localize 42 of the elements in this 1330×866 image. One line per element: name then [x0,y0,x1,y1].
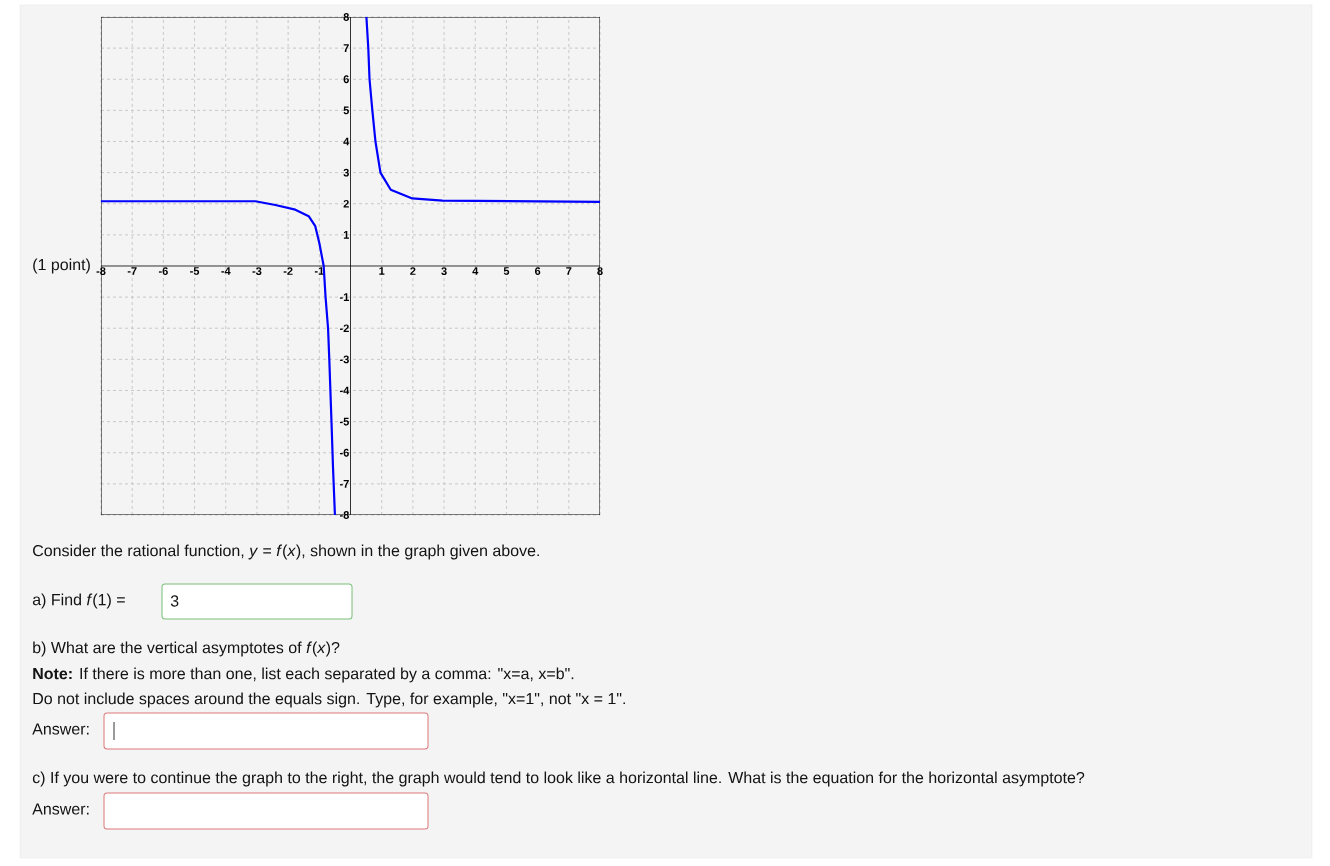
x-tick-label: -6 [158,267,168,275]
x-tick-label: -4 [221,267,231,275]
text: Answer: [32,723,89,735]
text: Answer: [32,803,89,815]
y-tick-label: -1 [339,293,349,301]
x-tick-label: -8 [96,267,106,275]
y-tick-label: -4 [339,386,350,395]
text: 3 [170,595,179,607]
y-tick-label: 3 [343,168,349,177]
text: Do not include spaces around the equals sign. Type, for example, "x=1", not "x = 1". [33,692,625,708]
x-tick-label: 2 [410,267,416,275]
y-tick-label: 1 [343,231,349,239]
x-tick-label: 7 [566,267,572,275]
x-tick-label: -5 [190,267,200,275]
y-tick-label: 2 [343,199,349,208]
y-tick-label: -7 [339,480,349,488]
text: Consider the rational function, y = f(x), shown in the graph given above. [33,544,539,560]
x-tick-label: -3 [252,267,262,275]
y-tick-label: 5 [343,106,349,115]
x-tick-label: 8 [597,267,603,275]
text: b) What are the vertical asymptotes of f(x)? [33,641,340,657]
y-tick-label: -3 [339,355,349,364]
x-tick-label: 3 [441,267,447,275]
y-tick-label: -8 [339,511,349,519]
x-tick-label: 4 [472,267,479,275]
x-tick-label: 5 [503,267,510,275]
y-tick-label: -6 [339,448,349,457]
x-tick-label: -2 [283,267,293,275]
x-tick-label: 6 [534,267,541,275]
line-series [365,16,601,203]
y-tick-label: 8 [343,13,349,21]
y-tick-label: -5 [339,417,349,426]
y-tick-label: 4 [343,137,350,146]
y-tick-label: -2 [339,324,349,333]
x-tick-label: 1 [379,267,385,275]
text: c) If you were to continue the graph to the right, the graph would tend to look like a horizontal line. What is the equation for the horizontal asymptote? [32,771,1085,787]
text: Note: If there is more than one, list each separated by a comma: "x=a, x=b". [33,667,574,683]
y-tick-label: 6 [343,75,349,84]
text: (1 point) [33,258,90,274]
text: a) Find f(1) = [32,593,125,609]
x-tick-label: -7 [127,267,137,275]
y-tick-label: 7 [343,44,349,52]
